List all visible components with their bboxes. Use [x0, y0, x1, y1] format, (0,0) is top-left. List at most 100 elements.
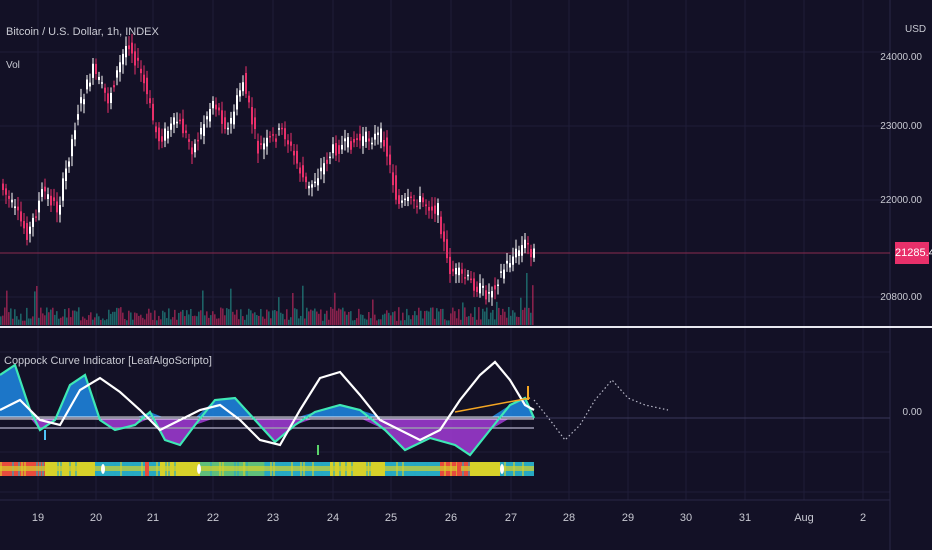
volume-bar: [138, 315, 140, 325]
candle-body: [203, 124, 205, 136]
volume-bar: [434, 318, 436, 325]
volume-bar: [454, 311, 456, 325]
candle-body: [461, 269, 463, 274]
volume-bar: [456, 318, 458, 325]
volume-bar: [66, 317, 68, 325]
volume-bar: [328, 319, 330, 325]
candle-body: [110, 92, 112, 104]
volume-bar: [352, 320, 354, 325]
candle-body: [278, 128, 280, 130]
volume-bar: [478, 307, 480, 325]
volume-bar: [338, 308, 340, 325]
candle-body: [308, 185, 310, 189]
candle-body: [434, 205, 436, 214]
candle-body: [158, 127, 160, 142]
candle-body: [38, 200, 40, 213]
volume-bar: [280, 312, 282, 325]
volume-bar: [40, 307, 42, 325]
volume-label[interactable]: Vol: [6, 60, 20, 71]
candle-body: [533, 248, 535, 258]
volume-bar: [12, 318, 14, 325]
date-tick: 19: [31, 512, 45, 524]
candle-body: [314, 181, 316, 184]
volume-bar: [148, 308, 150, 325]
volume-bar: [496, 301, 498, 325]
volume-bar: [384, 313, 386, 325]
candle-body: [419, 196, 421, 203]
volume-bar: [364, 318, 366, 325]
candle-body: [62, 178, 64, 201]
volume-bar: [196, 316, 198, 325]
price-tick-22000: 22000.00: [880, 195, 922, 206]
candle-body: [332, 144, 334, 154]
volume-bar: [4, 307, 6, 325]
candle-body: [518, 250, 520, 256]
volume-bar: [356, 318, 358, 325]
heatbar-dot: [500, 464, 504, 474]
volume-bar: [396, 320, 398, 325]
volume-bar: [518, 317, 520, 325]
volume-bar: [500, 314, 502, 325]
candle-body: [491, 291, 493, 298]
volume-bar: [376, 320, 378, 325]
candle-body: [266, 137, 268, 147]
volume-bar: [176, 319, 178, 325]
candle-body: [257, 140, 259, 154]
candle-body: [116, 70, 118, 78]
candle-body: [161, 136, 163, 142]
signal-line: [0, 363, 536, 457]
volume-bar: [326, 310, 328, 325]
volume-bar: [30, 318, 32, 325]
candle-body: [503, 269, 505, 279]
candle-body: [8, 195, 10, 199]
symbol-title[interactable]: Bitcoin / U.S. Dollar, 1h, INDEX: [6, 26, 159, 38]
volume-bar: [440, 308, 442, 325]
candle-body: [152, 103, 154, 121]
volume-bar: [302, 285, 304, 325]
volume-bar: [52, 307, 54, 325]
date-tick: 22: [206, 512, 220, 524]
projection-line: [533, 379, 669, 441]
candle-body: [209, 109, 211, 122]
volume-bar: [350, 311, 352, 325]
volume-bar: [278, 297, 280, 325]
volume-bar: [314, 308, 316, 325]
volume-bar: [64, 309, 66, 325]
candle-body: [128, 45, 130, 50]
currency-label: USD: [905, 24, 927, 35]
volume-bar: [418, 307, 420, 325]
candle-body: [446, 239, 448, 259]
volume-bar: [476, 319, 478, 325]
volume-bar: [120, 307, 122, 325]
volume-bar: [46, 307, 48, 325]
candle-body: [140, 68, 142, 74]
volume-bar: [54, 314, 56, 325]
volume-bar: [366, 319, 368, 325]
volume-bar: [190, 308, 192, 325]
date-tick: 23: [266, 512, 280, 524]
volume-bar: [414, 311, 416, 325]
volume-bar: [44, 315, 46, 325]
volume-bar: [178, 312, 180, 325]
volume-bar: [260, 309, 262, 325]
volume-bar: [118, 308, 120, 325]
volume-bar: [270, 318, 272, 325]
volume-bar: [156, 320, 158, 325]
volume-bar: [72, 310, 74, 325]
candle-body: [2, 183, 4, 191]
price-tick-20800: 20800.00: [880, 292, 922, 303]
volume-bar: [56, 311, 58, 325]
indicator-title[interactable]: Coppock Curve Indicator [LeafAlgoScripto…: [4, 355, 212, 367]
candle-body: [323, 163, 325, 175]
volume-bar: [210, 315, 212, 325]
volume-bar: [188, 314, 190, 325]
volume-bar: [276, 311, 278, 325]
candle-body: [275, 138, 277, 142]
volume-bar: [100, 319, 102, 325]
candle-body: [368, 138, 370, 142]
candle-body: [395, 175, 397, 200]
volume-bar: [486, 307, 488, 325]
volume-bar: [508, 307, 510, 325]
